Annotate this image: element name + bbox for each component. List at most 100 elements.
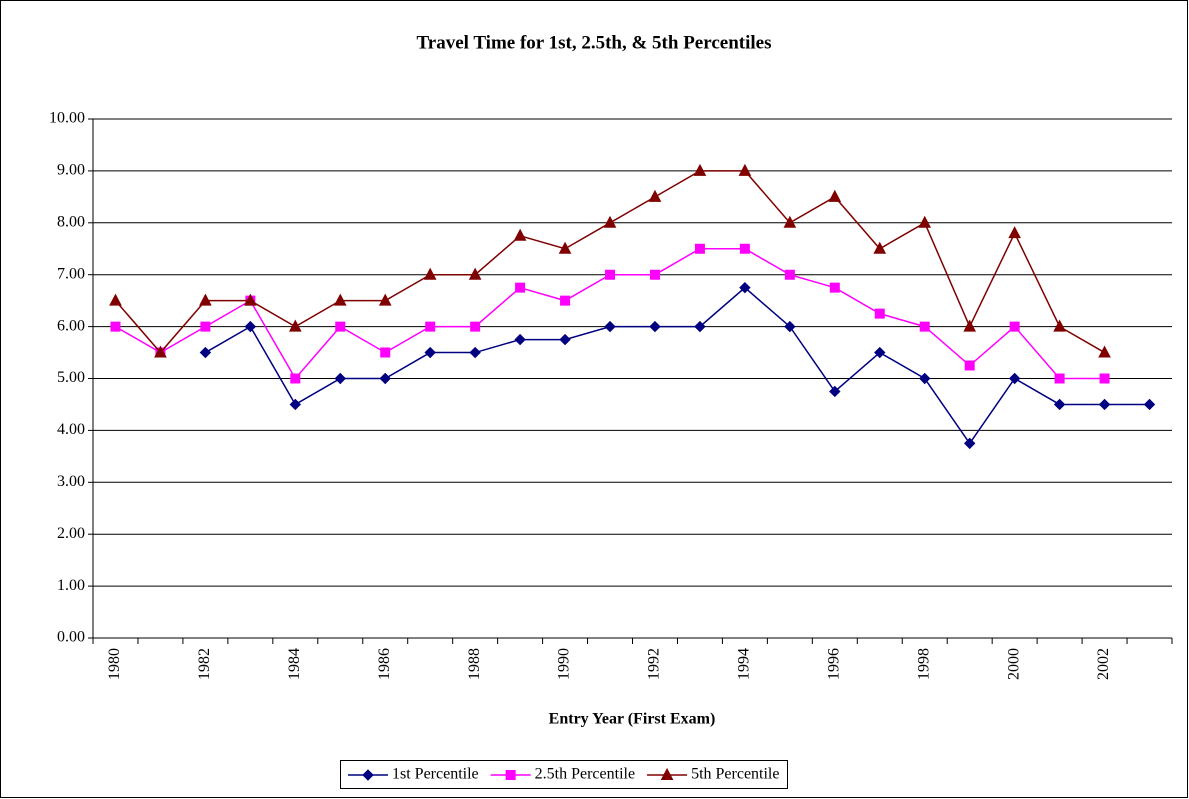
x-tick-label: 1980 (106, 648, 123, 680)
data-point (515, 282, 526, 293)
data-point (1008, 372, 1021, 385)
data-point (288, 319, 302, 332)
data-point (649, 320, 661, 333)
data-point (379, 372, 391, 385)
legend-label: 5th Percentile (691, 766, 779, 783)
x-tick-label: 1998 (915, 648, 932, 680)
legend-marker (362, 769, 374, 781)
data-point (244, 320, 257, 333)
legend-box (340, 760, 788, 789)
data-point (290, 373, 301, 384)
data-point (425, 321, 436, 332)
data-point (1009, 321, 1020, 332)
data-point (424, 346, 436, 359)
data-point (110, 321, 121, 332)
y-tick-label: 8.00 (57, 213, 85, 230)
data-point (468, 267, 482, 280)
data-point (1098, 398, 1111, 411)
legend-marker (660, 767, 674, 780)
data-point (154, 345, 167, 358)
data-point (918, 215, 932, 228)
data-point (378, 293, 392, 306)
data-point (1054, 373, 1065, 384)
y-tick-label: 9.00 (57, 162, 85, 179)
data-point (648, 189, 662, 202)
y-tick-label: 6.00 (57, 317, 85, 334)
data-point (1098, 345, 1111, 358)
data-point (380, 347, 391, 358)
data-point (200, 321, 211, 332)
data-point (109, 293, 122, 306)
data-point (873, 241, 887, 254)
y-tick-label: 7.00 (57, 265, 85, 282)
data-point (1008, 226, 1021, 239)
data-point (423, 267, 437, 280)
data-point (605, 269, 616, 280)
data-point (560, 295, 571, 306)
data-point (963, 437, 976, 450)
data-point (784, 269, 795, 280)
data-point (244, 293, 257, 306)
chart-title: Travel Time for 1st, 2.5th, & 5th Percen… (417, 32, 772, 53)
data-point (604, 320, 616, 333)
data-point (469, 346, 481, 359)
data-point (1053, 398, 1066, 411)
data-point (738, 163, 752, 176)
data-point (1143, 398, 1156, 411)
y-tick-label: 3.00 (57, 473, 85, 490)
x-tick-label: 1992 (646, 648, 663, 680)
data-point (694, 243, 705, 254)
series-line (205, 286, 1150, 445)
data-point (335, 321, 346, 332)
data-point (289, 398, 302, 411)
data-point (694, 320, 706, 333)
x-tick-label: 1988 (466, 648, 483, 680)
y-tick-label: 1.00 (57, 577, 85, 594)
data-point (334, 372, 346, 385)
data-point (558, 241, 572, 254)
data-point (333, 293, 347, 306)
data-point (739, 243, 750, 254)
data-point (964, 360, 975, 371)
y-tick-label: 2.00 (57, 525, 85, 542)
data-point (199, 293, 212, 306)
data-point (649, 269, 660, 280)
legend-label: 1st Percentile (392, 766, 479, 783)
x-tick-label: 1990 (556, 648, 573, 680)
data-point (919, 372, 931, 385)
data-point (828, 189, 842, 202)
y-tick-label: 4.00 (57, 421, 85, 438)
legend: 1st Percentile 2.5th Percentile 5th Percen… (340, 760, 788, 789)
y-tick-label: 0.00 (57, 629, 85, 646)
data-point (739, 281, 751, 294)
data-point (874, 346, 886, 359)
data-point (603, 215, 617, 228)
legend-marker (505, 770, 516, 780)
data-point (470, 321, 481, 332)
x-axis-title: Entry Year (First Exam) (549, 711, 716, 728)
data-point (513, 228, 527, 241)
data-point (829, 385, 841, 398)
data-point (1053, 319, 1066, 332)
y-tick-label: 10.00 (49, 110, 85, 127)
x-tick-label: 1986 (376, 648, 393, 680)
data-point (784, 320, 796, 333)
data-point (963, 319, 977, 332)
data-point (559, 333, 571, 346)
x-tick-label: 1982 (196, 648, 213, 680)
data-point (783, 215, 797, 228)
x-tick-label: 1996 (825, 648, 842, 680)
y-tick-label: 5.00 (57, 369, 85, 386)
data-point (1099, 373, 1110, 384)
x-tick-label: 1994 (736, 648, 753, 680)
data-point (829, 282, 840, 293)
x-tick-label: 2000 (1005, 648, 1022, 680)
data-point (199, 346, 212, 359)
data-point (874, 308, 885, 319)
data-point (693, 163, 707, 176)
x-tick-label: 1984 (286, 648, 303, 680)
x-tick-label: 2002 (1095, 648, 1112, 680)
legend-label: 2.5th Percentile (535, 766, 635, 783)
